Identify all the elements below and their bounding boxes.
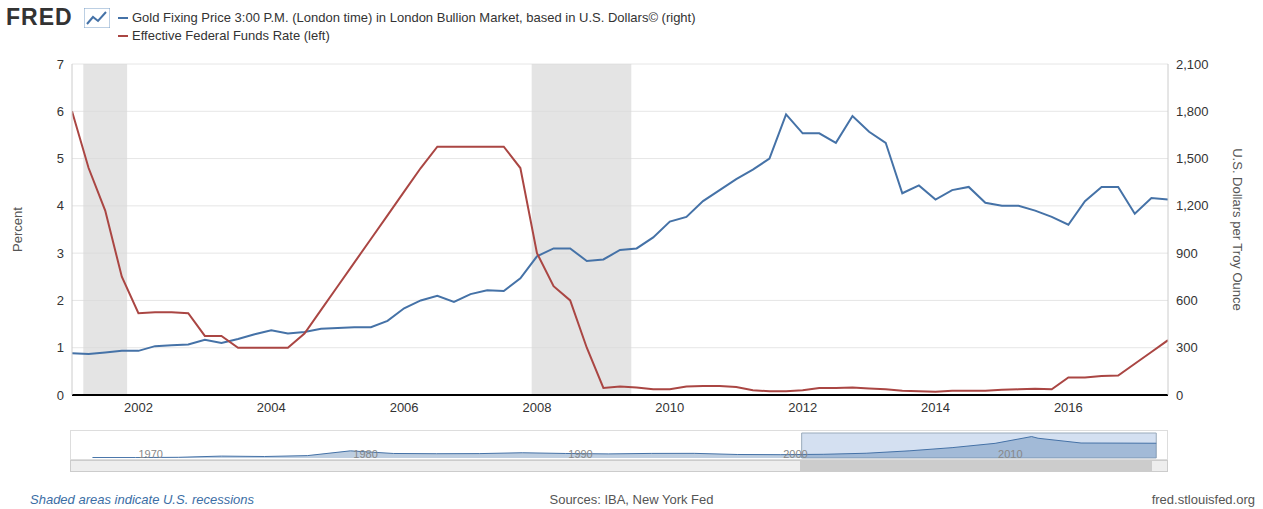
svg-text:Percent: Percent [10,207,25,252]
html-text:Sources: IBA, New York Fed: Sources: IBA, New York Fed [549,492,714,507]
svg-text:1,500: 1,500 [1176,151,1209,166]
svg-text:U.S. Dollars per Troy Ounce: U.S. Dollars per Troy Ounce [1230,148,1245,311]
html-text:Gold Fixing Price 3:00 P.M. (L: Gold Fixing Price 3:00 P.M. (London time… [132,10,696,25]
svg-text:600: 600 [1176,293,1198,308]
svg-text:1,200: 1,200 [1176,198,1209,213]
html-text:FRED: FRED [6,4,73,30]
svg-text:2000: 2000 [783,448,807,459]
svg-text:0: 0 [1176,388,1183,403]
html-text:Shaded areas indicate U.S. rec: Shaded areas indicate U.S. recessions [30,492,254,507]
svg-text:2,100: 2,100 [1176,57,1209,72]
svg-text:7: 7 [57,57,64,72]
svg-text:300: 300 [1176,340,1198,355]
svg-text:2014: 2014 [921,400,950,415]
svg-text:2004: 2004 [257,400,286,415]
svg-text:5: 5 [57,151,64,166]
svg-text:2016: 2016 [1054,400,1083,415]
svg-text:2010: 2010 [998,448,1022,459]
svg-text:3: 3 [57,246,64,261]
svg-text:2: 2 [57,293,64,308]
html-text:fred.stlouisfed.org: fred.stlouisfed.org [1151,492,1255,507]
svg-text:0: 0 [57,388,64,403]
svg-text:1980: 1980 [353,448,377,459]
svg-text:2010: 2010 [655,400,684,415]
svg-text:2006: 2006 [390,400,419,415]
svg-text:4: 4 [57,198,64,213]
svg-text:1970: 1970 [138,448,162,459]
html-text:Effective Federal Funds Rate (: Effective Federal Funds Rate (left) [132,28,330,43]
svg-text:2008: 2008 [523,400,552,415]
svg-text:900: 900 [1176,246,1198,261]
svg-text:6: 6 [57,104,64,119]
svg-text:1: 1 [57,340,64,355]
svg-text:2012: 2012 [788,400,817,415]
svg-text:1,800: 1,800 [1176,104,1209,119]
svg-text:2002: 2002 [124,400,153,415]
svg-text:1990: 1990 [568,448,592,459]
